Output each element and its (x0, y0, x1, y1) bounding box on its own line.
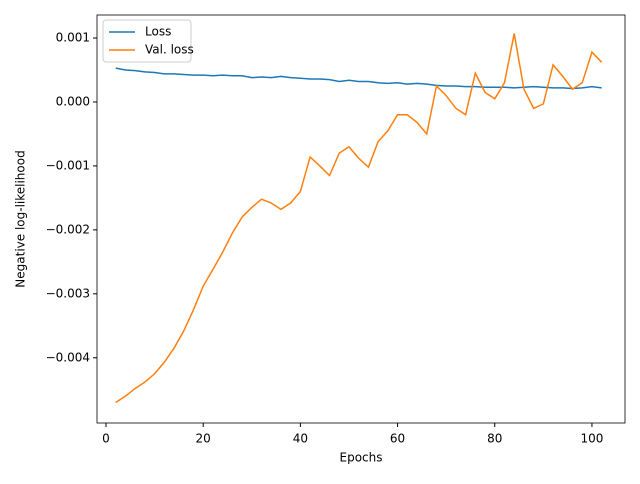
legend-label: Loss (145, 25, 171, 39)
x-tick-label: 60 (390, 432, 405, 446)
legend-box (102, 19, 192, 63)
y-tick-label: 0.001 (56, 31, 90, 45)
x-tick-label: 20 (196, 432, 211, 446)
y-tick-label: −0.003 (46, 286, 90, 300)
y-tick-label: −0.004 (46, 350, 90, 364)
x-tick-label: 80 (487, 432, 502, 446)
y-tick-label: −0.002 (46, 222, 90, 236)
x-axis-label: Epochs (340, 451, 383, 465)
y-tick-label: 0.000 (56, 94, 90, 108)
series-line (115, 33, 603, 404)
y-axis-label: Negative log-likelihood (14, 150, 28, 287)
series-line (115, 67, 602, 90)
x-tick-label: 0 (102, 432, 110, 446)
legend-label: Val. loss (145, 43, 194, 57)
y-tick-label: −0.001 (46, 158, 90, 172)
x-tick-label: 40 (293, 432, 308, 446)
plot-frame (96, 14, 626, 424)
x-tick-label: 100 (581, 432, 604, 446)
